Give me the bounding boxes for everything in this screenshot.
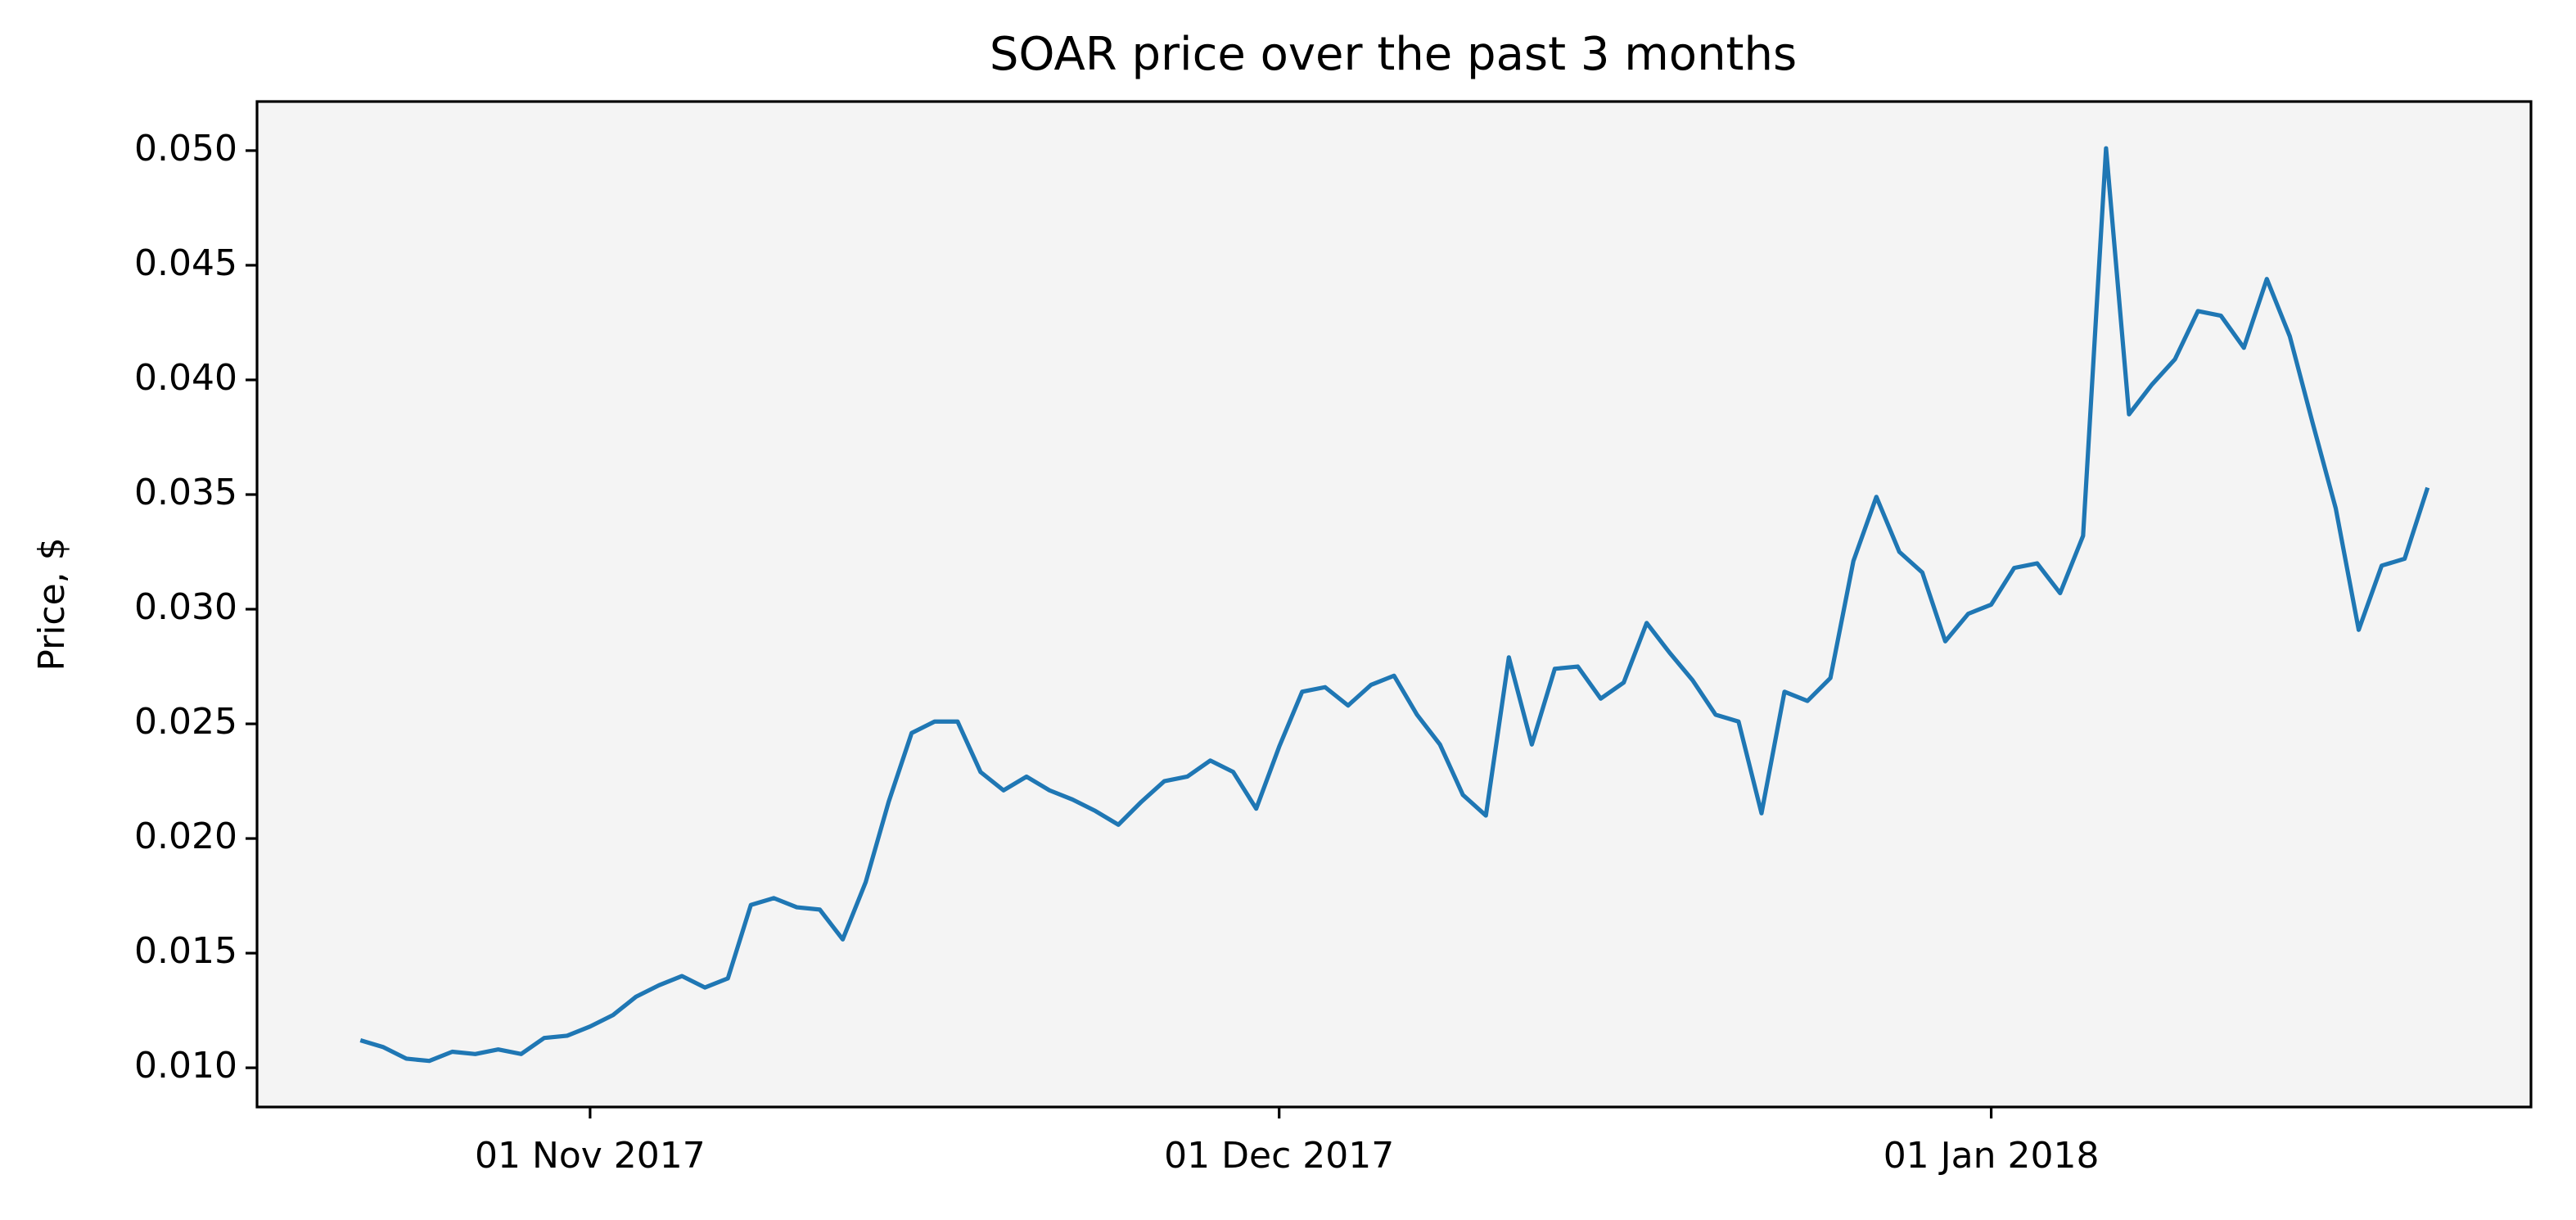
y-axis-label: Price, $ <box>31 537 73 671</box>
y-tick-label: 0.040 <box>134 357 237 399</box>
plot-frame <box>255 100 2533 1109</box>
y-tick-label: 0.035 <box>134 472 237 513</box>
y-tick-label: 0.030 <box>134 586 237 628</box>
x-tick-label: 01 Jan 2018 <box>1884 1135 2100 1177</box>
x-tick-label: 01 Nov 2017 <box>475 1135 706 1177</box>
y-tick-label: 0.010 <box>134 1045 237 1087</box>
price-line <box>359 146 2430 1064</box>
y-tick-label: 0.025 <box>134 701 237 743</box>
plot-area <box>257 102 2531 1107</box>
y-tick-label: 0.015 <box>134 930 237 972</box>
x-tick-label: 01 Dec 2017 <box>1164 1135 1394 1177</box>
y-tick-label: 0.020 <box>134 816 237 857</box>
y-tick-label: 0.050 <box>134 128 237 169</box>
y-tick-label: 0.045 <box>134 242 237 284</box>
chart-title: SOAR price over the past 3 months <box>990 28 1797 81</box>
